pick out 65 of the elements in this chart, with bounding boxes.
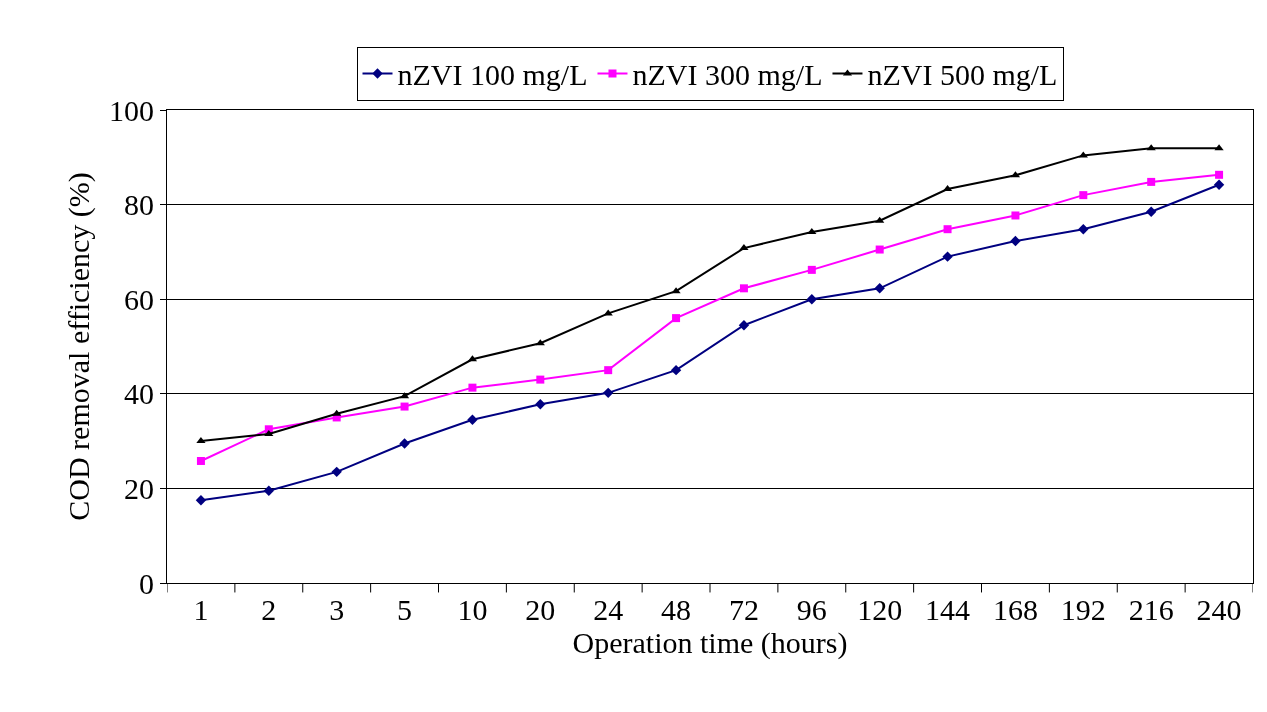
point (1213, 179, 1225, 190)
point (604, 366, 613, 375)
point (806, 294, 818, 305)
y-tick-label: 100 (109, 93, 154, 127)
x-tick-label: 24 (593, 593, 624, 626)
point (807, 265, 816, 274)
point (468, 383, 477, 392)
point (1010, 235, 1021, 247)
point (535, 339, 545, 346)
y-tick-label: 0 (139, 566, 154, 600)
legend-label: nZVI 100 mg/L (397, 58, 588, 92)
point (331, 466, 342, 478)
x-tick-label: 1 (193, 593, 209, 626)
point (1011, 211, 1020, 220)
point (399, 438, 410, 449)
x-tick-label: 2 (261, 593, 277, 626)
x-tick-label: 144 (925, 593, 971, 626)
point (672, 314, 681, 323)
x-tick-label: 168 (992, 593, 1038, 626)
point (1215, 170, 1224, 179)
x-tick-label: 10 (457, 593, 488, 626)
x-tick-label: 20 (525, 593, 556, 626)
x-tick-label: 120 (857, 593, 903, 626)
point (942, 251, 953, 262)
point (874, 283, 885, 294)
point (670, 364, 682, 376)
point (467, 414, 478, 426)
point (195, 495, 207, 506)
x-tick-label: 48 (661, 593, 692, 626)
point (1078, 224, 1089, 235)
point (875, 245, 884, 254)
point (535, 399, 546, 410)
point (739, 244, 749, 251)
point (807, 228, 817, 235)
point (196, 437, 206, 444)
legend-label: nZVI 300 mg/L (632, 58, 823, 92)
point (671, 287, 681, 294)
point (1145, 206, 1157, 217)
point (739, 284, 748, 293)
x-tick-label: 96 (796, 593, 827, 626)
y-axis-title: COD removal efficiency (%) (62, 172, 96, 521)
x-tick-label: 5 (397, 593, 413, 626)
point (264, 430, 274, 437)
point (875, 216, 885, 223)
point (1079, 191, 1088, 200)
y-tick-label: 80 (124, 188, 154, 222)
y-tick-label: 20 (124, 471, 154, 505)
point (263, 485, 275, 496)
x-tick-label: 216 (1128, 593, 1174, 626)
point (332, 409, 342, 416)
point (602, 387, 614, 399)
y-tick-label: 60 (124, 282, 154, 316)
point (943, 225, 952, 234)
x-tick-label: 3 (329, 593, 345, 626)
x-tick-label: 192 (1060, 593, 1106, 626)
y-tick-label: 40 (124, 377, 154, 411)
x-axis-title: Operation time (hours) (572, 626, 848, 660)
x-tick-label: 240 (1196, 593, 1242, 626)
point (1147, 177, 1156, 186)
x-tick-label: 72 (728, 593, 759, 626)
point (536, 375, 545, 384)
point (196, 456, 205, 465)
legend-label: nZVI 500 mg/L (867, 58, 1058, 92)
point (738, 320, 750, 331)
point (400, 402, 409, 411)
